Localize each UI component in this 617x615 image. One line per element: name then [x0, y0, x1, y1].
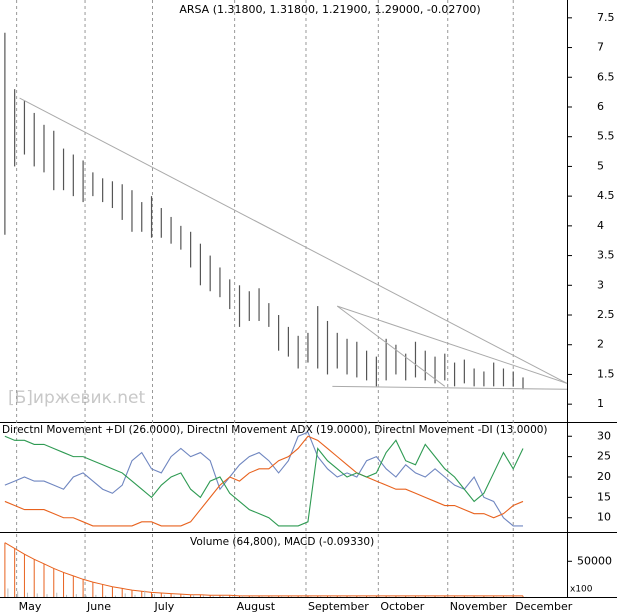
y-tick-label: 1 [597, 397, 604, 410]
macd-line [4, 542, 524, 597]
chart-title: ARSA (1.31800, 1.31800, 1.21900, 1.29000… [179, 3, 480, 16]
y-tick-label: 30 [597, 429, 611, 442]
y-tick-label: 5 [597, 159, 604, 172]
x-tick-label: October [380, 600, 424, 613]
x-tick-label: May [19, 600, 42, 613]
y-tick-label: 7.5 [597, 11, 615, 24]
y-tick-label: 6 [597, 100, 604, 113]
y-tick-label: 2.5 [597, 308, 615, 321]
x-tick-label: June [86, 600, 111, 613]
indicator-line [4, 431, 524, 527]
lower-title: Volume (64,800), MACD (-0.09330) [190, 536, 374, 548]
trend-line [336, 305, 446, 387]
y-tick-label: 3 [597, 278, 604, 291]
watermark: [Б]иржевик.net [8, 388, 146, 408]
trend-line [337, 305, 568, 384]
indicator-line [4, 435, 524, 527]
y-tick-label: 5.5 [597, 130, 615, 143]
y-tick-label: 25 [597, 450, 611, 463]
y-tick-label: 4 [597, 219, 604, 232]
y-tick-label: 3.5 [597, 249, 615, 262]
x-tick-label: November [450, 600, 508, 613]
y-tick-label: 10 [597, 511, 611, 524]
trend-line [332, 385, 568, 390]
scale-label: x100 [570, 585, 593, 595]
y-tick-label: 7 [597, 41, 604, 54]
y-tick-label: 50000 [577, 554, 612, 567]
x-tick-label: August [237, 600, 276, 613]
x-tick-label: December [515, 600, 573, 613]
y-tick-label: 15 [597, 490, 611, 503]
y-tick-label: 2 [597, 338, 604, 351]
y-tick-label: 1.5 [597, 367, 615, 380]
y-tick-label: 6.5 [597, 70, 615, 83]
trend-line [19, 97, 568, 384]
indicator-line [4, 435, 524, 527]
y-tick-label: 20 [597, 470, 611, 483]
y-tick-label: 4.5 [597, 189, 615, 202]
x-tick-label: July [154, 600, 175, 613]
indicator-title: Directnl Movement +DI (26.0000), Directn… [2, 424, 548, 436]
x-tick-label: September [308, 600, 369, 613]
